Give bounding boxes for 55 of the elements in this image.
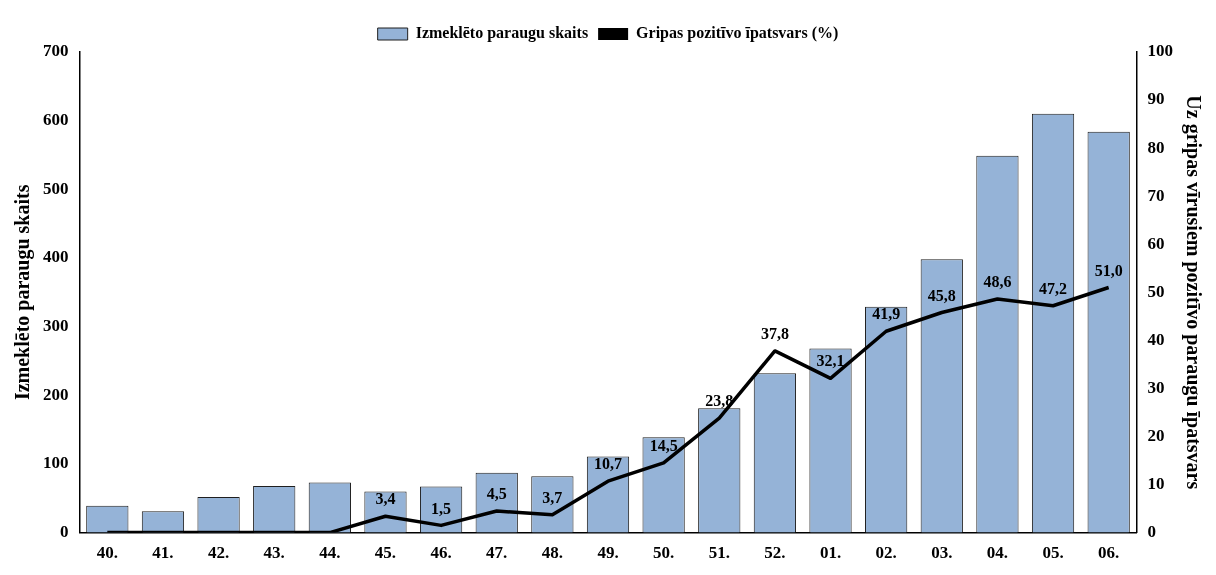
y2-tick-label: 80 [1147,137,1165,157]
y-tick-label: 400 [43,247,69,267]
x-tick-label: 03. [931,543,953,563]
x-tick-label: 40. [96,543,118,563]
y2-tick-label: 70 [1147,185,1165,205]
y2-axis-title: Uz gripas vīrusiem pozitīvo paraugu īpatsvars [1181,95,1205,490]
x-tick-label: 02. [875,543,897,563]
data-label: 3,7 [542,488,563,506]
y2-tick-label: 30 [1147,377,1165,397]
data-label: 10,7 [594,455,622,473]
x-tick-label: 47. [486,543,508,563]
y-tick-label: 0 [60,521,69,541]
y2-tick-label: 50 [1147,281,1165,301]
data-label: 1,5 [431,499,452,517]
y2-tick-label: 90 [1147,89,1165,109]
x-tick-label: 06. [1098,543,1120,563]
x-tick-label: 46. [430,543,452,563]
legend-label: Izmeklēto paraugu skaits [415,24,589,43]
x-tick-label: 52. [764,543,786,563]
y-axis-title: Izmeklēto paraugu skaits [11,184,35,401]
y-tick-label: 200 [43,384,69,404]
x-tick-label: 48. [541,543,563,563]
y2-tick-label: 10 [1147,473,1165,493]
x-tick-label: 44. [319,543,341,563]
x-tick-label: 41. [152,543,174,563]
x-tick-label: 45. [374,543,397,563]
x-tick-label: 49. [597,543,619,563]
data-label: 48,6 [983,273,1012,291]
y-tick-label: 700 [43,41,69,61]
y2-tick-label: 60 [1147,233,1165,253]
y2-tick-label: 20 [1147,425,1165,445]
y2-tick-label: 40 [1147,329,1165,349]
x-tick-label: 42. [207,543,230,563]
y-tick-label: 500 [43,178,69,198]
x-tick-label: 01. [819,543,842,563]
y2-tick-label: 0 [1147,521,1156,541]
y-tick-label: 100 [43,453,69,473]
data-label: 4,5 [486,485,507,503]
legend-label: Gripas pozitīvo īpatsvars (%) [636,24,839,43]
x-tick-label: 43. [263,543,285,563]
data-label: 41,9 [872,305,901,323]
data-label: 14,5 [649,437,678,455]
data-label: 37,8 [760,325,789,343]
y-tick-label: 600 [43,110,69,130]
x-tick-label: 50. [653,543,675,563]
data-label: 3,4 [375,490,396,508]
y-tick-label: 300 [43,316,69,336]
data-label: 32,1 [816,352,845,370]
y2-tick-label: 100 [1147,41,1173,61]
x-tick-label: 05. [1042,543,1064,563]
x-tick-label: 04. [986,543,1009,563]
x-tick-label: 51. [708,543,730,563]
data-label: 45,8 [927,286,956,304]
data-label: 51,0 [1094,261,1123,279]
data-label: 47,2 [1039,279,1068,297]
